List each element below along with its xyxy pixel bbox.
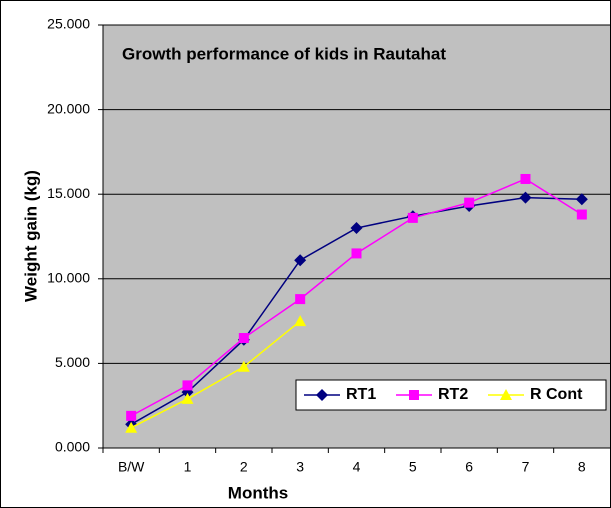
series-line (130, 320, 301, 429)
marker (464, 197, 475, 208)
y-tick-label: 10.000 (47, 270, 90, 286)
y-tick-label: 5.000 (55, 354, 90, 370)
marker (575, 193, 588, 206)
y-tick-label: 15.000 (47, 185, 90, 201)
x-tick-label: 4 (353, 459, 361, 475)
marker (350, 222, 363, 235)
marker (181, 392, 194, 404)
x-axis-label: Months (228, 483, 288, 502)
marker (182, 380, 193, 391)
x-tick-label: 2 (240, 459, 248, 475)
marker (126, 410, 137, 421)
marker (294, 254, 307, 267)
plot-area (103, 25, 610, 448)
marker (500, 389, 512, 400)
marker (409, 390, 419, 400)
y-tick-label: 20.000 (47, 100, 90, 116)
x-tick-label: 3 (296, 459, 304, 475)
x-tick-label: 1 (184, 459, 192, 475)
x-tick-label: 5 (409, 459, 417, 475)
marker (294, 315, 307, 327)
y-tick-label: 25.000 (47, 16, 90, 32)
legend-label: R Cont (530, 386, 583, 403)
marker (125, 421, 138, 433)
marker (238, 333, 249, 344)
marker (519, 191, 532, 204)
legend-label: RT1 (346, 386, 376, 403)
marker (237, 360, 250, 372)
marker (316, 389, 328, 401)
x-tick-label: 7 (522, 459, 530, 475)
marker (351, 248, 362, 259)
x-tick-label: 6 (465, 459, 473, 475)
legend-label: RT2 (438, 386, 468, 403)
marker (407, 212, 418, 223)
marker (576, 209, 587, 220)
chart-title: Growth performance of kids in Rautahat (122, 44, 446, 63)
y-axis-label: Weight gain (kg) (21, 170, 40, 302)
x-tick-label: 8 (578, 459, 586, 475)
x-tick-label: B/W (118, 459, 145, 475)
marker (295, 294, 306, 305)
y-tick-label: 0.000 (55, 439, 90, 455)
legend (295, 379, 607, 411)
marker (520, 173, 531, 184)
